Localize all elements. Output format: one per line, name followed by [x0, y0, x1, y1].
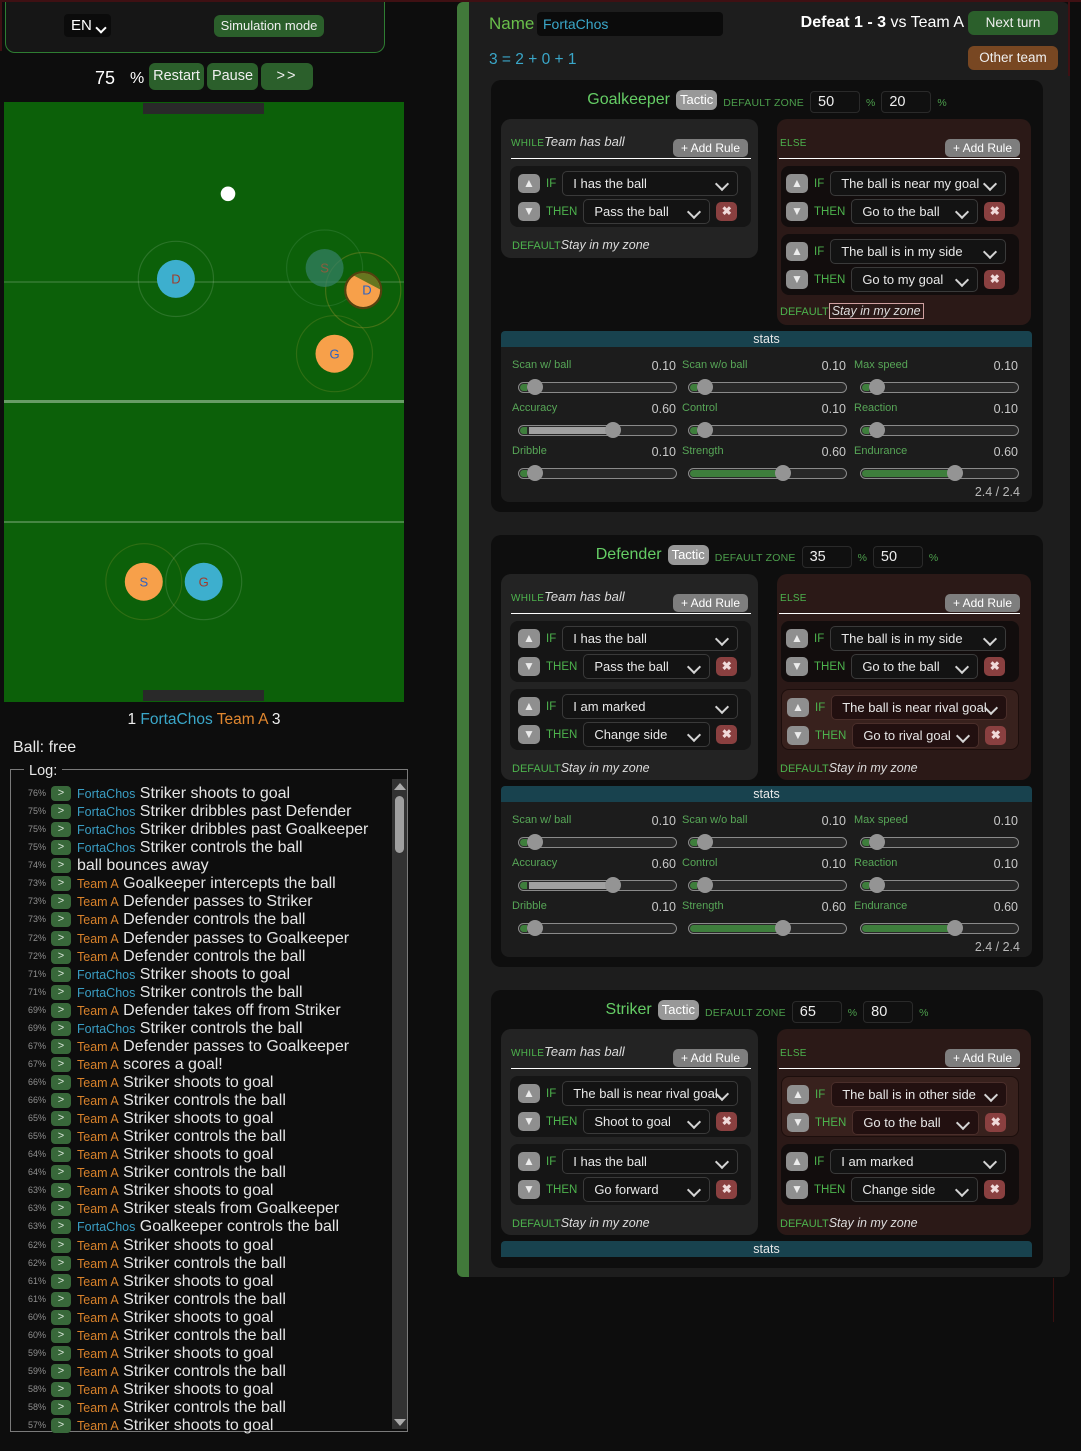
- svg-text:S: S: [320, 261, 329, 276]
- svg-text:D: D: [171, 272, 180, 287]
- svg-text:D: D: [362, 283, 371, 298]
- svg-text:S: S: [139, 574, 148, 589]
- svg-text:G: G: [199, 574, 209, 589]
- svg-text:G: G: [329, 346, 339, 361]
